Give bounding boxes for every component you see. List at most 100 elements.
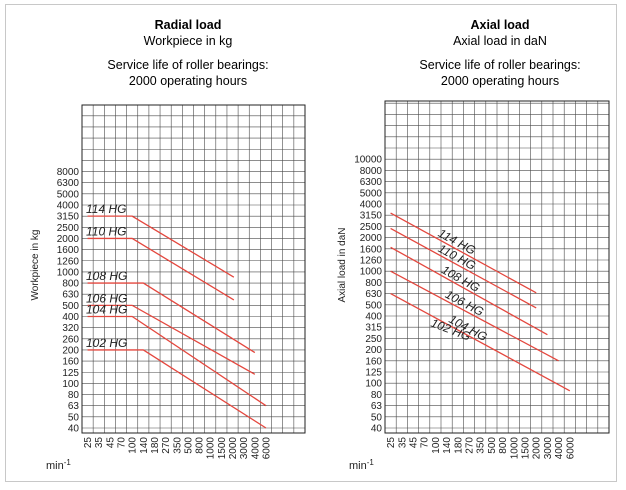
- axial-y-tick-label: 125: [365, 368, 382, 379]
- radial-y-tick-label: 500: [62, 301, 79, 312]
- radial-series-line-114-hg: [87, 215, 235, 278]
- axial-series-line-106-hg: [390, 270, 559, 362]
- radial-y-tick-label: 40: [68, 424, 80, 435]
- axial-y-tick-label: 50: [371, 412, 383, 423]
- radial-x-tick-label: 3000: [239, 437, 250, 460]
- axial-y-tick-label: 1600: [360, 244, 383, 255]
- radial-note-1: Service life of roller bearings:: [107, 58, 268, 72]
- axial-note-2: 2000 operating hours: [441, 74, 559, 88]
- radial-series-label-110-hg: 110 HG: [86, 224, 126, 238]
- axial-series-line-104-hg: [390, 293, 571, 392]
- radial-x-tick-label: 70: [117, 437, 128, 449]
- radial-x-unit: min-1: [46, 458, 71, 472]
- figure-frame: [5, 4, 617, 482]
- axial-y-tick-label: 5000: [360, 188, 383, 199]
- axial-y-tick-label: 10000: [354, 155, 382, 166]
- radial-subtitle: Workpiece in kg: [144, 34, 233, 48]
- axial-y-tick-label: 500: [365, 300, 382, 311]
- axial-subtitle: Axial load in daN: [453, 34, 547, 48]
- radial-y-tick-label: 200: [62, 345, 79, 356]
- radial-x-tick-label: 270: [161, 437, 172, 454]
- radial-y-tick-label: 3150: [57, 212, 80, 223]
- radial-note-2: 2000 operating hours: [129, 74, 247, 88]
- axial-x-tick-label: 35: [397, 437, 408, 449]
- radial-y-tick-label: 50: [68, 412, 80, 423]
- radial-y-tick-label: 2000: [57, 234, 80, 245]
- axial-x-unit: min-1: [349, 458, 374, 472]
- axial-chart: 4050638010012516020025031540050063080010…: [349, 100, 610, 472]
- radial-y-tick-label: 2500: [57, 223, 80, 234]
- axial-y-tick-label: 4000: [360, 200, 383, 211]
- axial-x-tick-label: 1000: [509, 437, 520, 460]
- axial-x-tick-label: 3000: [543, 437, 554, 460]
- radial-series-label-102-hg: 102 HG: [86, 336, 127, 350]
- radial-x-tick-label: 800: [195, 437, 206, 454]
- radial-y-tick-label: 5000: [57, 189, 80, 200]
- radial-y-tick-label: 1000: [57, 267, 80, 278]
- axial-x-tick-label: 100: [431, 437, 442, 454]
- axial-x-tick-label: 4000: [554, 437, 565, 460]
- axial-y-tick-label: 1260: [360, 256, 383, 267]
- radial-series-label-104-hg: 104 HG: [86, 303, 127, 317]
- axial-y-tick-label: 400: [365, 312, 382, 323]
- radial-y-tick-label: 630: [62, 290, 79, 301]
- radial-y-tick-label: 125: [62, 368, 79, 379]
- axial-y-tick-label: 6300: [360, 177, 383, 188]
- axial-series-line-108-hg: [390, 246, 548, 336]
- axial-x-tick-label: 70: [420, 437, 431, 449]
- radial-y-tick-label: 260: [62, 334, 79, 345]
- axial-x-tick-label: 800: [498, 437, 509, 454]
- axial-title: Axial load: [470, 18, 529, 32]
- radial-x-tick-label: 2000: [228, 437, 239, 460]
- axial-x-tick-label: 180: [453, 437, 464, 454]
- axial-y-tick-label: 2500: [360, 222, 383, 233]
- radial-y-tick-label: 4000: [57, 201, 80, 212]
- radial-series-label-114-hg: 114 HG: [86, 202, 126, 216]
- radial-x-tick-label: 100: [128, 437, 139, 454]
- radial-series-line-108-hg: [87, 282, 256, 354]
- radial-series-line-104-hg: [87, 315, 267, 407]
- radial-x-tick-label: 1000: [206, 437, 217, 460]
- axial-x-tick-label: 270: [465, 437, 476, 454]
- axial-x-tick-label: 350: [476, 437, 487, 454]
- radial-y-tick-label: 1260: [57, 256, 80, 267]
- radial-x-tick-label: 500: [183, 437, 194, 454]
- radial-x-tick-label: 25: [83, 437, 94, 449]
- radial-y-tick-label: 8000: [57, 167, 80, 178]
- axial-y-tick-label: 8000: [360, 166, 383, 177]
- radial-series-label-106-hg: 106 HG: [86, 291, 127, 305]
- radial-y-tick-label: 800: [62, 279, 79, 290]
- axial-x-tick-label: 45: [409, 437, 420, 449]
- radial-x-tick-label: 350: [172, 437, 183, 454]
- axial-y-tick-label: 3150: [360, 211, 383, 222]
- axial-note-1: Service life of roller bearings:: [419, 58, 580, 72]
- axial-x-tick-label: 140: [442, 437, 453, 454]
- radial-x-tick-label: 1500: [217, 437, 228, 460]
- axial-plot-frame: [384, 100, 610, 434]
- radial-y-tick-label: 400: [62, 312, 79, 323]
- radial-y-tick-label: 320: [62, 323, 79, 334]
- axial-y-tick-label: 1000: [360, 267, 383, 278]
- axial-x-tick-label: 6000: [565, 437, 576, 460]
- axial-x-tick-label: 500: [487, 437, 498, 454]
- axial-y-tick-label: 630: [365, 289, 382, 300]
- axial-y-tick-label: 40: [371, 424, 383, 435]
- axial-y-tick-label: 100: [365, 379, 382, 390]
- axial-y-tick-label: 160: [365, 356, 382, 367]
- radial-y-tick-label: 100: [62, 379, 79, 390]
- radial-title: Radial load: [155, 18, 222, 32]
- radial-series-line-102-hg: [87, 349, 267, 429]
- radial-chart: 4050638010012516020026032040050063080010…: [46, 104, 306, 472]
- radial-series-label-108-hg: 108 HG: [86, 269, 127, 283]
- radial-plot-frame: [81, 104, 306, 434]
- radial-y-tick-label: 80: [68, 390, 80, 401]
- axial-y-tick-label: 200: [365, 345, 382, 356]
- radial-x-tick-label: 35: [94, 437, 105, 449]
- radial-y-tick-label: 160: [62, 357, 79, 368]
- radial-x-tick-label: 140: [139, 437, 150, 454]
- axial-y-tick-label: 800: [365, 278, 382, 289]
- axial-y-tick-label: 80: [371, 390, 383, 401]
- axial-series-line-110-hg: [390, 227, 537, 309]
- radial-x-tick-label: 4000: [250, 437, 261, 460]
- axial-y-tick-label: 63: [371, 401, 383, 412]
